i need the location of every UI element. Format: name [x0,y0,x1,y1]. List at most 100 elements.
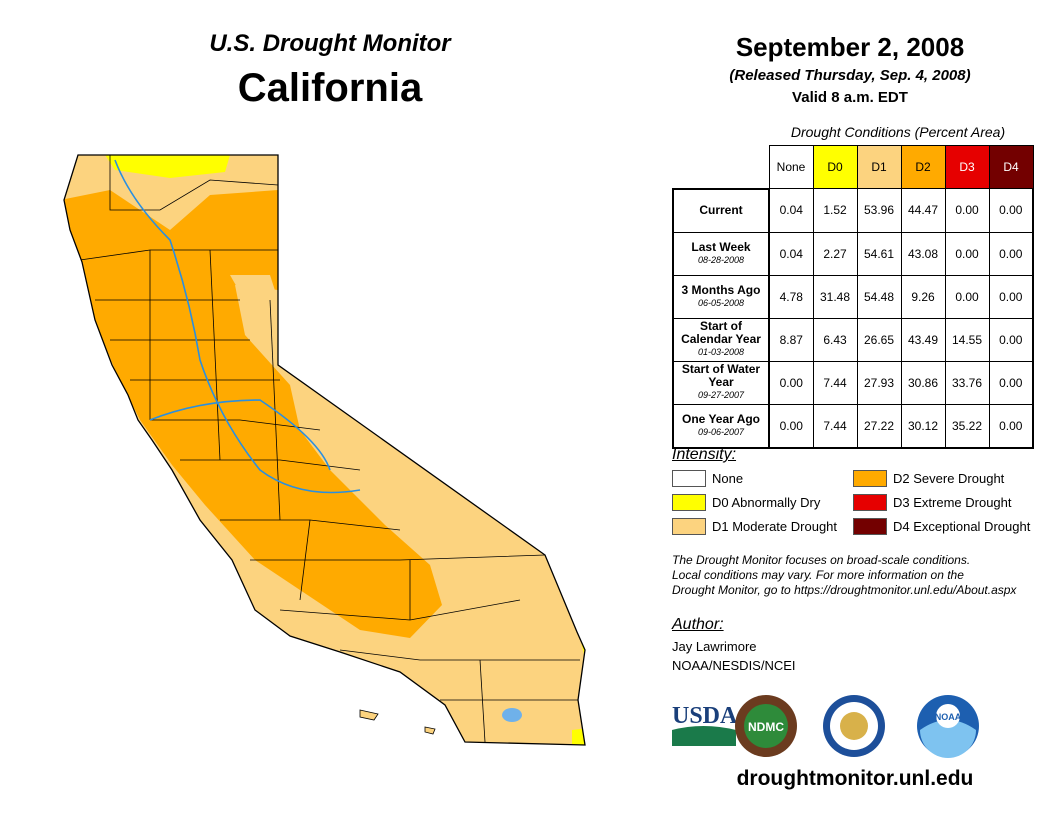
table-row: Current 0.04 1.52 53.96 44.47 0.00 0.00 [672,188,1034,233]
row-date: 09-27-2007 [697,390,745,400]
d1-area-east [230,275,278,310]
valid-time: Valid 8 a.m. EDT [792,89,908,106]
d2-area [64,190,442,638]
col-d4: D4 [988,145,1034,189]
legend-label: D2 Severe Drought [893,471,1005,486]
table-cell: 0.00 [988,188,1034,233]
map-date: September 2, 2008 [735,32,965,62]
row-label-text: 3 Months Ago [681,282,761,297]
legend-item: None [672,470,743,487]
disclaimer-note: The Drought Monitor focuses on broad-sca… [672,553,1016,598]
table-cell: 1.52 [812,188,858,233]
row-date: 06-05-2008 [697,297,745,308]
table-cell: 33.76 [944,360,990,405]
table-cell: 35.22 [944,403,990,448]
row-label: 3 Months Ago 06-05-2008 [672,274,770,319]
table-cell: 0.00 [988,403,1034,448]
legend-label: D1 Moderate Drought [712,519,838,534]
row-label-text: Start of Water Year [681,362,761,389]
d0-area-south [572,728,585,745]
row-date: 09-06-2007 [697,426,745,437]
table-cell: 0.04 [768,188,814,233]
table-cell: 43.08 [900,231,946,276]
col-none: None [768,145,814,189]
svg-text:NDMC: NDMC [748,720,784,734]
table-cell: 0.00 [988,317,1034,362]
row-date: 01-03-2008 [697,347,745,357]
salton-sea [502,708,522,722]
legend-swatch [672,470,706,487]
legend-label: None [712,471,744,486]
noaa-logo: NOAA [917,695,979,758]
footer-url[interactable]: droughtmonitor.unl.edu [736,767,974,790]
note-line: Drought Monitor, go to https://droughtmo… [672,583,1017,597]
legend-swatch [853,518,887,535]
partner-logos: USDA NDMC NOAA [672,695,979,758]
table-cell: 44.47 [900,188,946,233]
legend-label: D4 Exceptional Drought [893,519,1031,534]
table-cell: 0.00 [944,188,990,233]
county-lines [79,155,585,743]
table-cell: 0.00 [944,231,990,276]
legend-item: D1 Moderate Drought [672,518,837,535]
table-cell: 26.65 [856,317,902,362]
commerce-logo [823,695,885,757]
row-label-text: Current [699,203,743,217]
row-label-text: Start of Calendar Year [681,319,761,346]
usda-logo: USDA [672,703,738,746]
table-row: One Year Ago 09-06-2007 0.00 7.44 27.22 30.12… [672,403,1034,448]
table-row: Start of Calendar Year 01-03-2008 8.87 6.43… [672,317,1034,362]
row-date: 08-28-2008 [697,254,745,265]
legend-item: D0 Abnormally Dry [672,494,820,511]
col-d1: D1 [856,145,902,189]
river [114,159,361,494]
d0-area-north [105,155,230,178]
col-d2: D2 [900,145,946,189]
table-cell: 53.96 [856,188,902,233]
table-cell: 2.27 [812,231,858,276]
table-cell: 0.00 [768,403,814,448]
subtitle: U.S. Drought Monitor [209,30,451,57]
legend-item: D4 Exceptional Drought [853,518,1030,535]
row-label: Start of Water Year 09-27-2007 [672,360,770,405]
legend-swatch [853,470,887,487]
table-row: Start of Water Year 09-27-2007 0.00 7.44 27.… [672,360,1034,405]
table-cell: 30.12 [900,403,946,448]
row-label: Current [672,188,770,233]
lake-tahoe [278,338,286,354]
table-cell: 43.49 [900,317,946,362]
row-label: One Year Ago 09-06-2007 [672,403,770,448]
legend-swatch [672,494,706,511]
svg-text:USDA: USDA [672,703,738,729]
legend-label: D0 Abnormally Dry [712,495,821,510]
legend-swatch [853,494,887,511]
table-cell: 0.00 [988,274,1034,319]
release-date: (Released Thursday, Sep. 4, 2008) [729,67,971,84]
row-label-text: One Year Ago [681,411,761,426]
table-cell: 31.48 [812,274,858,319]
table-cell: 0.00 [944,274,990,319]
table-cell: 54.61 [856,231,902,276]
row-label: Start of Calendar Year 01-03-2008 [672,317,770,362]
author-org: NOAA/NESDIS/NCEI [672,658,796,673]
ndmc-logo: NDMC [735,695,797,757]
note-line: The Drought Monitor focuses on broad-sca… [672,553,971,567]
row-label: Last Week 08-28-2008 [672,231,770,276]
table-cell: 0.00 [988,231,1034,276]
table-cell: 6.43 [812,317,858,362]
table-cell: 0.00 [988,360,1034,405]
table-cell: 0.04 [768,231,814,276]
legend-item: D2 Severe Drought [853,470,1004,487]
table-cell: 0.00 [768,360,814,405]
legend-label: D3 Extreme Drought [893,495,1012,510]
table-caption: Drought Conditions (Percent Area) [790,124,1006,140]
legend-swatch [672,518,706,535]
table-row: 3 Months Ago 06-05-2008 4.78 31.48 54.48 9.26… [672,274,1034,319]
table-cell: 30.86 [900,360,946,405]
author-title: Author: [672,616,724,633]
table-cell: 14.55 [944,317,990,362]
state-title: California [237,66,423,110]
table-cell: 4.78 [768,274,814,319]
table-cell: 7.44 [812,403,858,448]
note-line: Local conditions may vary. For more info… [672,568,964,582]
